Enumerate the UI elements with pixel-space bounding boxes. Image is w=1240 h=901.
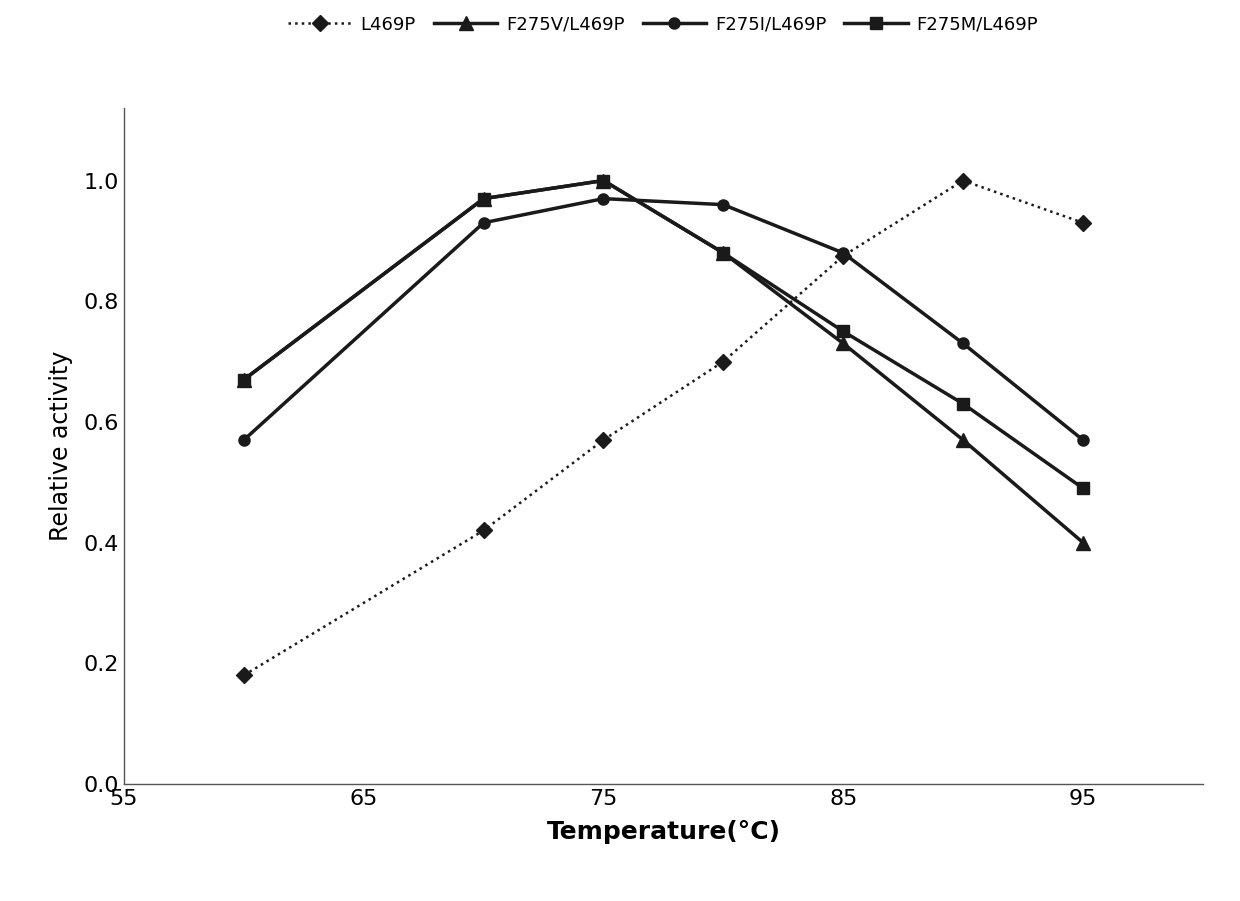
L469P — [476, 525, 491, 536]
F275I/L469P — [237, 434, 252, 445]
F275V/L469P — [596, 175, 611, 186]
Line: F275M/L469P: F275M/L469P — [238, 175, 1089, 494]
L469P — [956, 175, 971, 186]
F275I/L469P — [596, 193, 611, 204]
L469P — [237, 669, 252, 680]
Line: L469P: L469P — [238, 175, 1089, 681]
F275M/L469P — [1075, 483, 1090, 494]
F275M/L469P — [237, 374, 252, 385]
Legend: L469P, F275V/L469P, F275I/L469P, F275M/L469P: L469P, F275V/L469P, F275I/L469P, F275M/L… — [289, 16, 1038, 33]
F275M/L469P — [836, 326, 851, 337]
F275V/L469P — [237, 374, 252, 385]
F275M/L469P — [476, 193, 491, 204]
F275I/L469P — [1075, 434, 1090, 445]
F275M/L469P — [715, 248, 730, 259]
F275I/L469P — [836, 248, 851, 259]
F275M/L469P — [596, 175, 611, 186]
L469P — [596, 434, 611, 445]
L469P — [1075, 217, 1090, 228]
F275M/L469P — [956, 398, 971, 409]
F275I/L469P — [476, 217, 491, 228]
L469P — [836, 250, 851, 261]
F275V/L469P — [956, 434, 971, 445]
Y-axis label: Relative activity: Relative activity — [48, 350, 72, 542]
Line: F275V/L469P: F275V/L469P — [237, 174, 1090, 550]
F275V/L469P — [715, 248, 730, 259]
F275I/L469P — [956, 338, 971, 349]
Line: F275I/L469P: F275I/L469P — [238, 193, 1089, 445]
F275V/L469P — [1075, 537, 1090, 548]
F275V/L469P — [836, 338, 851, 349]
F275I/L469P — [715, 199, 730, 210]
L469P — [715, 356, 730, 367]
F275V/L469P — [476, 193, 491, 204]
X-axis label: Temperature(°C): Temperature(°C) — [547, 820, 780, 844]
